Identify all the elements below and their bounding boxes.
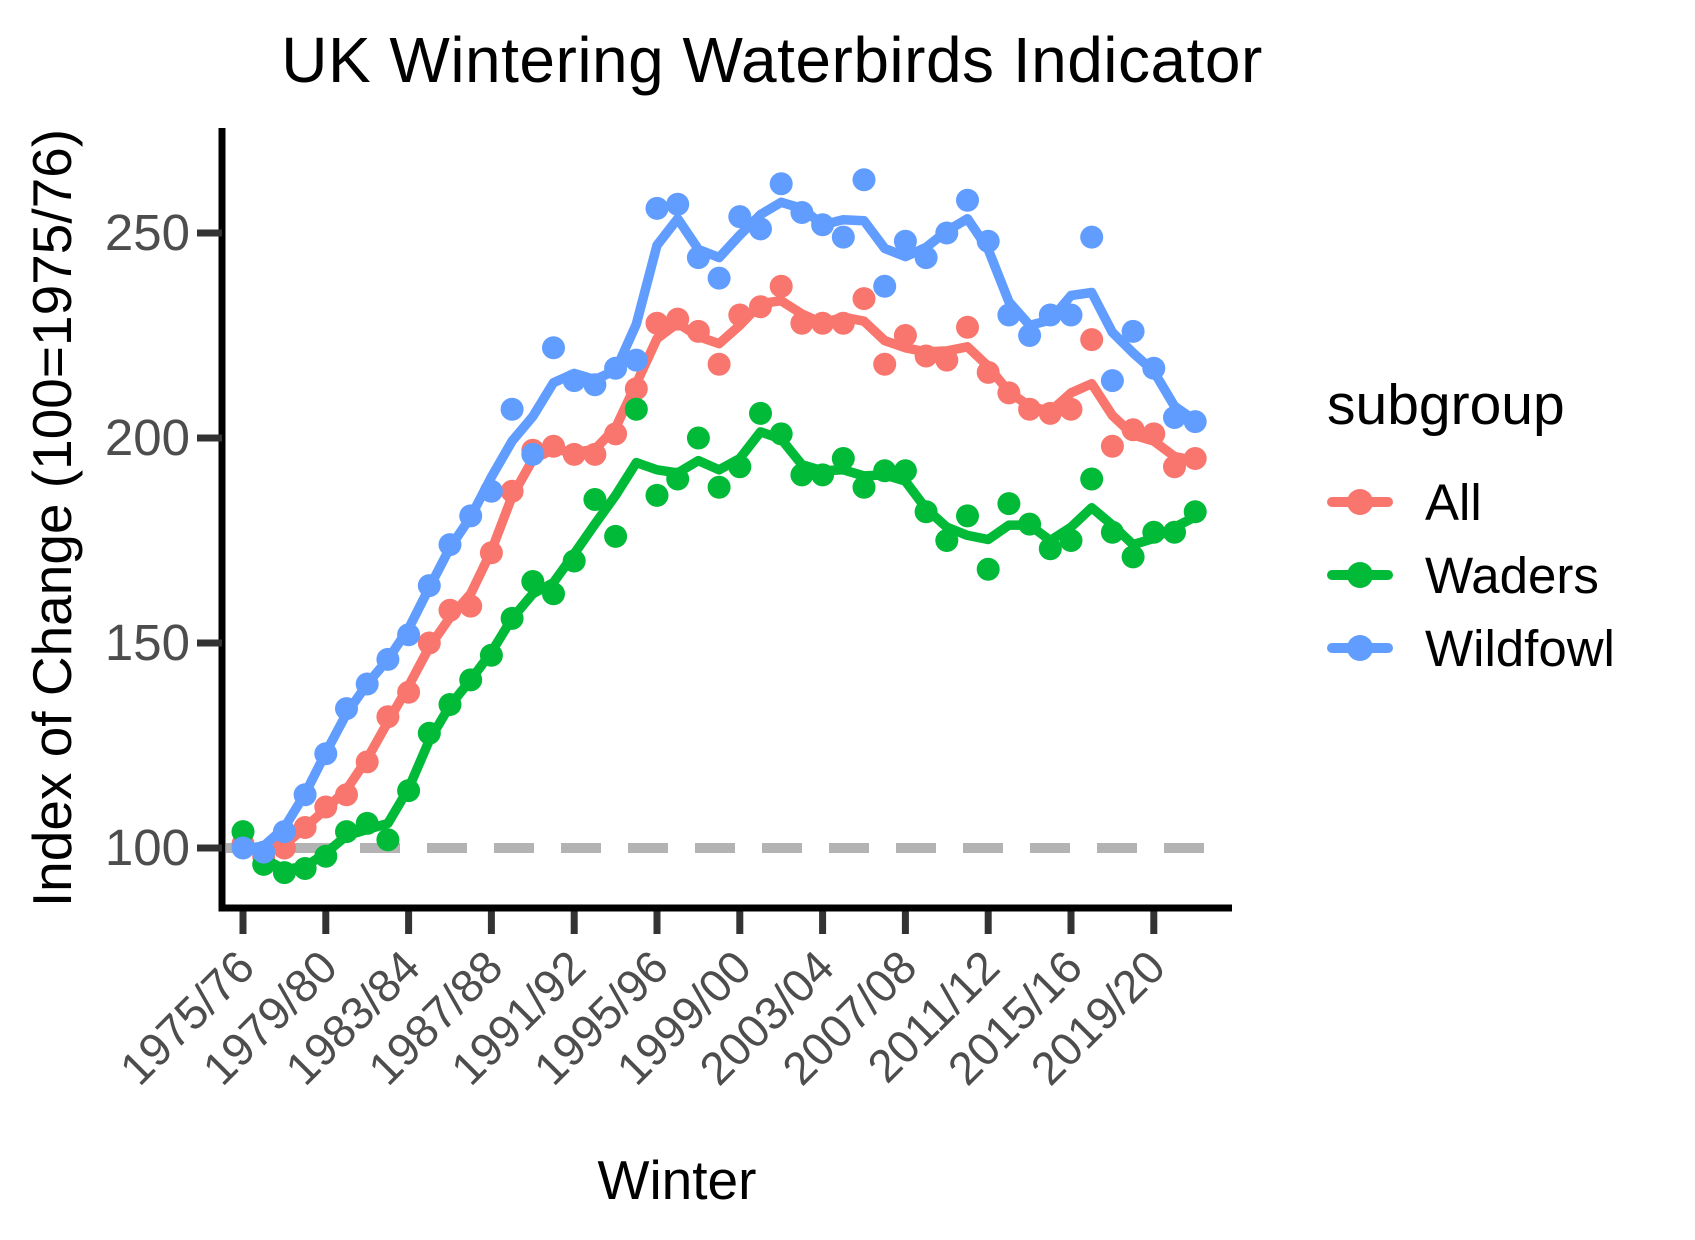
y-tick-label: 150 [105, 614, 190, 671]
data-point-wildfowl [893, 229, 917, 253]
data-point-wildfowl [521, 442, 545, 466]
data-point-waders [645, 483, 669, 507]
data-point-wildfowl [852, 168, 876, 192]
data-point-waders [1121, 545, 1145, 569]
data-point-waders [852, 475, 876, 499]
legend-key-line-dot-icon [1327, 489, 1393, 515]
data-point-wildfowl [831, 225, 855, 249]
legend-entry-all: All [1327, 474, 1687, 531]
chart-title: UK Wintering Waterbirds Indicator [281, 24, 1263, 96]
data-point-all [956, 315, 979, 339]
data-point-all [1080, 328, 1104, 352]
x-axis-title: Winter [597, 1149, 757, 1211]
legend-key-line-dot-icon [1327, 635, 1393, 661]
data-point-waders [583, 488, 607, 511]
legend-entry-waders: Waders [1327, 547, 1687, 604]
data-point-wildfowl [1018, 324, 1042, 347]
legend-key-dot-icon [1347, 562, 1373, 588]
data-point-wildfowl [1080, 225, 1104, 249]
data-point-wildfowl [707, 266, 731, 290]
legend-key-dot-icon [1347, 489, 1373, 515]
data-point-waders [231, 820, 255, 844]
data-point-all [707, 352, 731, 376]
legend-title: subgroup [1327, 373, 1565, 437]
data-point-wildfowl [728, 205, 752, 229]
data-point-waders [624, 397, 648, 421]
y-tick-label: 200 [105, 409, 190, 466]
data-point-all [873, 352, 897, 376]
y-tick-label: 100 [105, 819, 190, 876]
data-point-wildfowl [1100, 369, 1124, 393]
data-point-wildfowl [1121, 319, 1145, 343]
data-point-waders [604, 524, 628, 548]
data-point-waders [376, 828, 400, 852]
data-point-waders [976, 557, 1000, 581]
data-point-waders [1038, 537, 1062, 561]
legend-label: Wildfowl [1425, 619, 1615, 677]
legend-key-line-dot-icon [1327, 562, 1393, 588]
legend-key-dot-icon [1347, 635, 1373, 661]
data-point-waders [707, 475, 731, 499]
data-point-wildfowl [769, 172, 793, 196]
data-point-waders [935, 529, 959, 552]
legend-label: Waders [1425, 546, 1599, 604]
legend-entry-wildfowl: Wildfowl [1327, 620, 1687, 677]
data-point-waders [997, 492, 1021, 516]
data-point-wildfowl [666, 192, 690, 216]
y-tick-label: 250 [105, 204, 190, 261]
data-point-wildfowl [624, 348, 648, 372]
data-point-all [769, 274, 793, 298]
data-point-waders [749, 401, 772, 425]
data-point-wildfowl [645, 196, 669, 220]
data-point-wildfowl [542, 336, 565, 360]
trend-line-wildfowl [238, 197, 1200, 854]
data-point-wildfowl [873, 274, 897, 298]
data-point-all [1100, 434, 1124, 458]
trend-line-waders [238, 427, 1200, 875]
data-point-waders [1080, 467, 1104, 491]
data-point-wildfowl [500, 397, 524, 421]
data-point-waders [956, 504, 979, 528]
legend: subgroup All Waders Wildfowl [1327, 372, 1687, 695]
data-point-wildfowl [956, 188, 979, 212]
legend-label: All [1425, 473, 1482, 531]
data-point-all [852, 287, 876, 311]
trend-line-all [238, 295, 1200, 856]
data-point-waders [686, 426, 710, 450]
data-point-waders [831, 447, 855, 470]
